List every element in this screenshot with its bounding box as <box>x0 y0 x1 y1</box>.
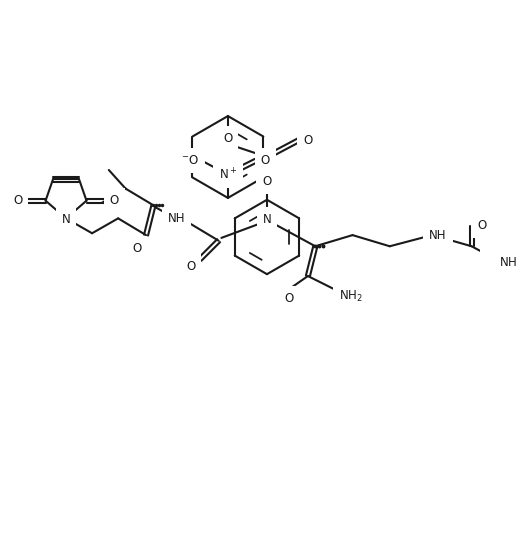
Text: O: O <box>223 132 233 145</box>
Text: O: O <box>261 154 270 167</box>
Text: NH$_2$: NH$_2$ <box>499 255 516 270</box>
Text: O: O <box>110 194 119 207</box>
Text: O: O <box>303 134 313 147</box>
Text: NH: NH <box>168 212 185 225</box>
Text: O: O <box>285 292 294 305</box>
Text: N$^+$: N$^+$ <box>219 167 237 182</box>
Text: O: O <box>132 242 141 254</box>
Text: O: O <box>262 175 271 187</box>
Text: O: O <box>13 194 22 207</box>
Text: N: N <box>62 213 70 226</box>
Text: N: N <box>263 213 271 226</box>
Text: NH$_2$: NH$_2$ <box>339 289 363 304</box>
Text: O: O <box>477 220 487 232</box>
Text: N: N <box>62 211 70 224</box>
Text: NH: NH <box>429 228 447 242</box>
Text: $^{-}$O: $^{-}$O <box>181 154 199 167</box>
Text: O: O <box>186 260 196 273</box>
